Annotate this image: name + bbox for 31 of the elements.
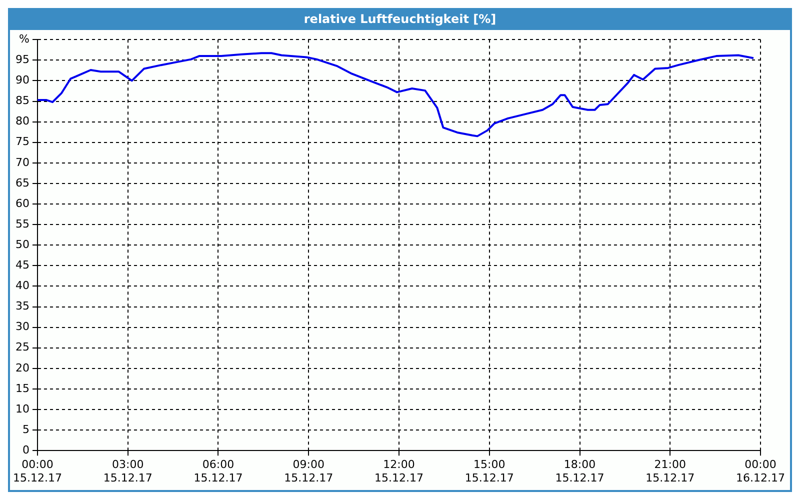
y-tick-label: 60 xyxy=(15,196,30,210)
y-tick-label: 75 xyxy=(15,135,30,148)
x-tick-label: 12:00 15.12.17 xyxy=(374,458,424,484)
chart-title: relative Luftfeuchtigkeit [%] xyxy=(10,10,790,30)
x-tick-label: 21:00 15.12.17 xyxy=(646,458,695,484)
y-tick-label: 40 xyxy=(15,279,30,292)
y-tick-label: 5 xyxy=(22,422,30,436)
x-tick-label: 18:00 15.12.17 xyxy=(555,458,604,484)
y-tick-label: 65 xyxy=(15,176,30,190)
y-tick-label: 30 xyxy=(15,320,30,334)
y-tick-label: 20 xyxy=(15,361,30,374)
y-tick-label: 0 xyxy=(22,443,30,456)
y-tick-label: % xyxy=(19,32,30,46)
y-tick-label: 90 xyxy=(15,74,30,87)
y-tick-label: 85 xyxy=(15,94,30,108)
y-tick-label: 95 xyxy=(15,53,30,66)
y-tick-label: 80 xyxy=(15,114,30,128)
y-tick-label: 15 xyxy=(15,382,30,395)
y-tick-label: 70 xyxy=(15,156,30,169)
y-tick-label: 45 xyxy=(15,258,30,272)
x-tick-label: 00:00 16.12.17 xyxy=(736,458,785,484)
x-tick-label: 03:00 15.12.17 xyxy=(103,458,152,484)
x-tick-label: 09:00 15.12.17 xyxy=(284,458,334,484)
x-tick-label: 00:00 15.12.17 xyxy=(13,458,62,484)
y-tick-label: 25 xyxy=(15,340,30,354)
x-tick-label: 15:00 15.12.17 xyxy=(464,458,514,484)
x-tick-label: 06:00 15.12.17 xyxy=(194,458,243,484)
y-tick-label: 35 xyxy=(15,300,30,313)
y-tick-label: 10 xyxy=(15,402,30,416)
y-tick-label: 50 xyxy=(15,238,30,251)
y-tick-label: 55 xyxy=(15,217,30,230)
